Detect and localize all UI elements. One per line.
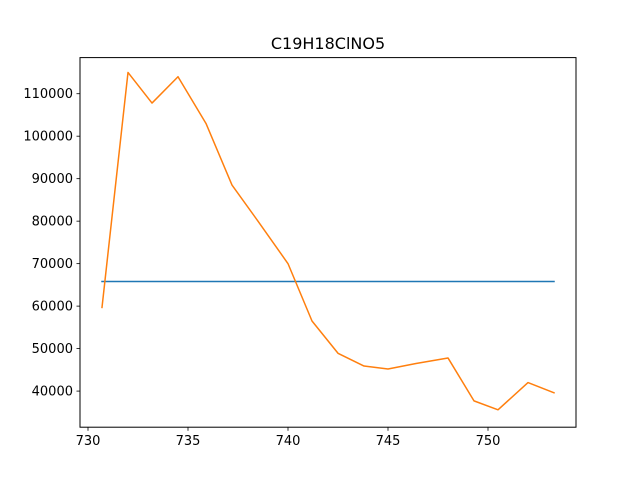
y-tick-label: 70000 — [32, 257, 73, 272]
x-tick-label: 750 — [476, 434, 501, 449]
y-tick-label: 80000 — [32, 215, 73, 230]
plot-frame — [79, 57, 577, 428]
y-tick-label: 60000 — [32, 300, 73, 315]
x-tick-label: 730 — [76, 434, 101, 449]
y-tick-label: 50000 — [32, 342, 73, 357]
axes-layer: 730 735 740 745 750 40000 50000 60000 70000 80000… — [23, 87, 500, 449]
y-tick-label: 100000 — [23, 130, 73, 145]
y-tick-label: 90000 — [32, 172, 73, 187]
series-line-intensity — [101, 71, 555, 411]
x-tick-label: 740 — [276, 434, 301, 449]
series-layer — [101, 71, 555, 411]
y-tick-label: 40000 — [32, 385, 73, 400]
y-tick-label: 110000 — [23, 87, 73, 102]
x-tick-label: 745 — [376, 434, 401, 449]
x-tick-label: 735 — [176, 434, 201, 449]
chart-title: C19H18ClNO5 — [271, 34, 385, 53]
plot-area — [80, 57, 576, 428]
